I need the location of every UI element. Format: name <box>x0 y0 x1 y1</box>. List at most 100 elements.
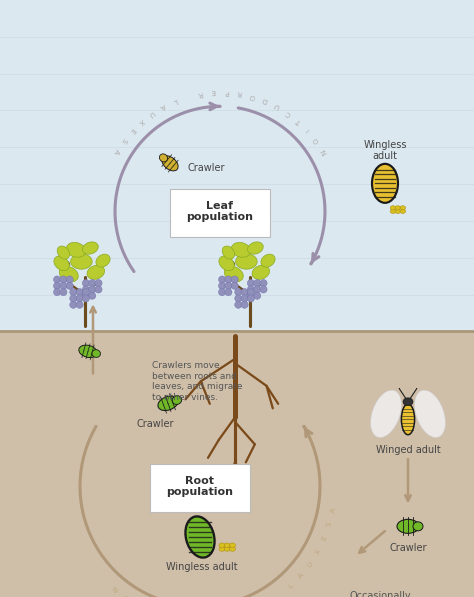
Ellipse shape <box>235 301 242 308</box>
Text: Crawler: Crawler <box>389 543 427 553</box>
Text: A: A <box>297 572 305 580</box>
Text: Wingless
adult: Wingless adult <box>363 140 407 161</box>
Text: S: S <box>326 521 333 527</box>
Ellipse shape <box>390 209 396 214</box>
Ellipse shape <box>372 164 398 203</box>
Text: P: P <box>224 88 229 95</box>
Text: Winged adult: Winged adult <box>375 445 440 456</box>
Ellipse shape <box>241 295 248 302</box>
Ellipse shape <box>76 301 83 308</box>
Ellipse shape <box>413 522 423 531</box>
Ellipse shape <box>54 288 61 296</box>
Ellipse shape <box>70 301 77 308</box>
Ellipse shape <box>229 543 236 547</box>
Ellipse shape <box>76 288 83 296</box>
Text: T: T <box>295 117 302 125</box>
Ellipse shape <box>400 206 406 210</box>
Ellipse shape <box>219 547 225 551</box>
Ellipse shape <box>60 288 67 296</box>
Ellipse shape <box>82 288 90 296</box>
Text: X: X <box>314 548 322 555</box>
Ellipse shape <box>95 286 102 293</box>
FancyBboxPatch shape <box>150 464 250 512</box>
FancyBboxPatch shape <box>170 189 270 238</box>
Ellipse shape <box>96 254 110 267</box>
Ellipse shape <box>57 246 70 259</box>
Ellipse shape <box>172 396 182 404</box>
Text: E: E <box>211 88 216 95</box>
Ellipse shape <box>89 279 96 287</box>
Ellipse shape <box>66 242 86 257</box>
Ellipse shape <box>92 350 100 358</box>
Text: Crawlers move
between roots and
leaves, and migrate
to other vines.: Crawlers move between roots and leaves, … <box>152 361 243 402</box>
Text: O: O <box>249 92 256 100</box>
Ellipse shape <box>225 276 232 283</box>
Text: U: U <box>148 109 155 116</box>
Ellipse shape <box>162 156 178 171</box>
Ellipse shape <box>247 286 255 293</box>
Ellipse shape <box>76 295 83 302</box>
Ellipse shape <box>231 276 238 283</box>
Text: I: I <box>305 127 311 133</box>
Ellipse shape <box>225 282 232 290</box>
Ellipse shape <box>229 547 236 551</box>
Text: E: E <box>321 535 328 541</box>
Text: U: U <box>306 561 314 568</box>
Text: O: O <box>313 136 321 144</box>
Text: Crawler: Crawler <box>188 164 226 173</box>
Ellipse shape <box>415 390 446 438</box>
Text: L: L <box>172 97 178 104</box>
Ellipse shape <box>87 265 105 279</box>
Ellipse shape <box>224 547 230 551</box>
Text: U: U <box>273 102 281 110</box>
Ellipse shape <box>371 390 401 438</box>
Ellipse shape <box>254 292 261 299</box>
Text: E: E <box>128 127 136 134</box>
Ellipse shape <box>224 543 230 547</box>
Ellipse shape <box>82 242 98 254</box>
Ellipse shape <box>260 286 267 293</box>
Ellipse shape <box>247 242 263 254</box>
Ellipse shape <box>82 292 90 299</box>
Ellipse shape <box>219 288 226 296</box>
Ellipse shape <box>82 286 90 293</box>
Ellipse shape <box>261 254 275 267</box>
Ellipse shape <box>66 276 73 283</box>
Text: A: A <box>159 102 166 110</box>
Ellipse shape <box>70 288 77 296</box>
Text: Occasionally,
winged adults
form.: Occasionally, winged adults form. <box>350 592 419 597</box>
Text: Crawler: Crawler <box>136 419 174 429</box>
Text: R: R <box>237 90 243 96</box>
Ellipse shape <box>89 292 96 299</box>
Text: N: N <box>320 147 328 155</box>
Ellipse shape <box>59 266 78 282</box>
Ellipse shape <box>185 516 215 558</box>
Ellipse shape <box>60 276 67 283</box>
Text: A: A <box>329 507 337 513</box>
Ellipse shape <box>235 288 242 296</box>
Ellipse shape <box>219 276 226 283</box>
Text: D: D <box>262 96 269 104</box>
Text: O: O <box>121 595 129 597</box>
Ellipse shape <box>395 206 401 210</box>
Ellipse shape <box>390 206 396 210</box>
Ellipse shape <box>82 295 90 302</box>
Ellipse shape <box>403 398 413 405</box>
Text: Wingless adult: Wingless adult <box>166 562 238 572</box>
Text: X: X <box>137 117 145 125</box>
Ellipse shape <box>236 254 257 269</box>
Bar <box>0 331 474 597</box>
Ellipse shape <box>231 242 251 257</box>
Text: R: R <box>197 90 203 96</box>
Ellipse shape <box>254 286 261 293</box>
Ellipse shape <box>241 288 248 296</box>
Ellipse shape <box>252 265 270 279</box>
Text: Leaf
population: Leaf population <box>186 201 254 222</box>
Ellipse shape <box>219 256 234 270</box>
Ellipse shape <box>395 209 401 214</box>
Ellipse shape <box>159 154 168 162</box>
Ellipse shape <box>400 209 406 214</box>
Ellipse shape <box>95 279 102 287</box>
Ellipse shape <box>222 246 235 259</box>
Ellipse shape <box>247 279 255 287</box>
